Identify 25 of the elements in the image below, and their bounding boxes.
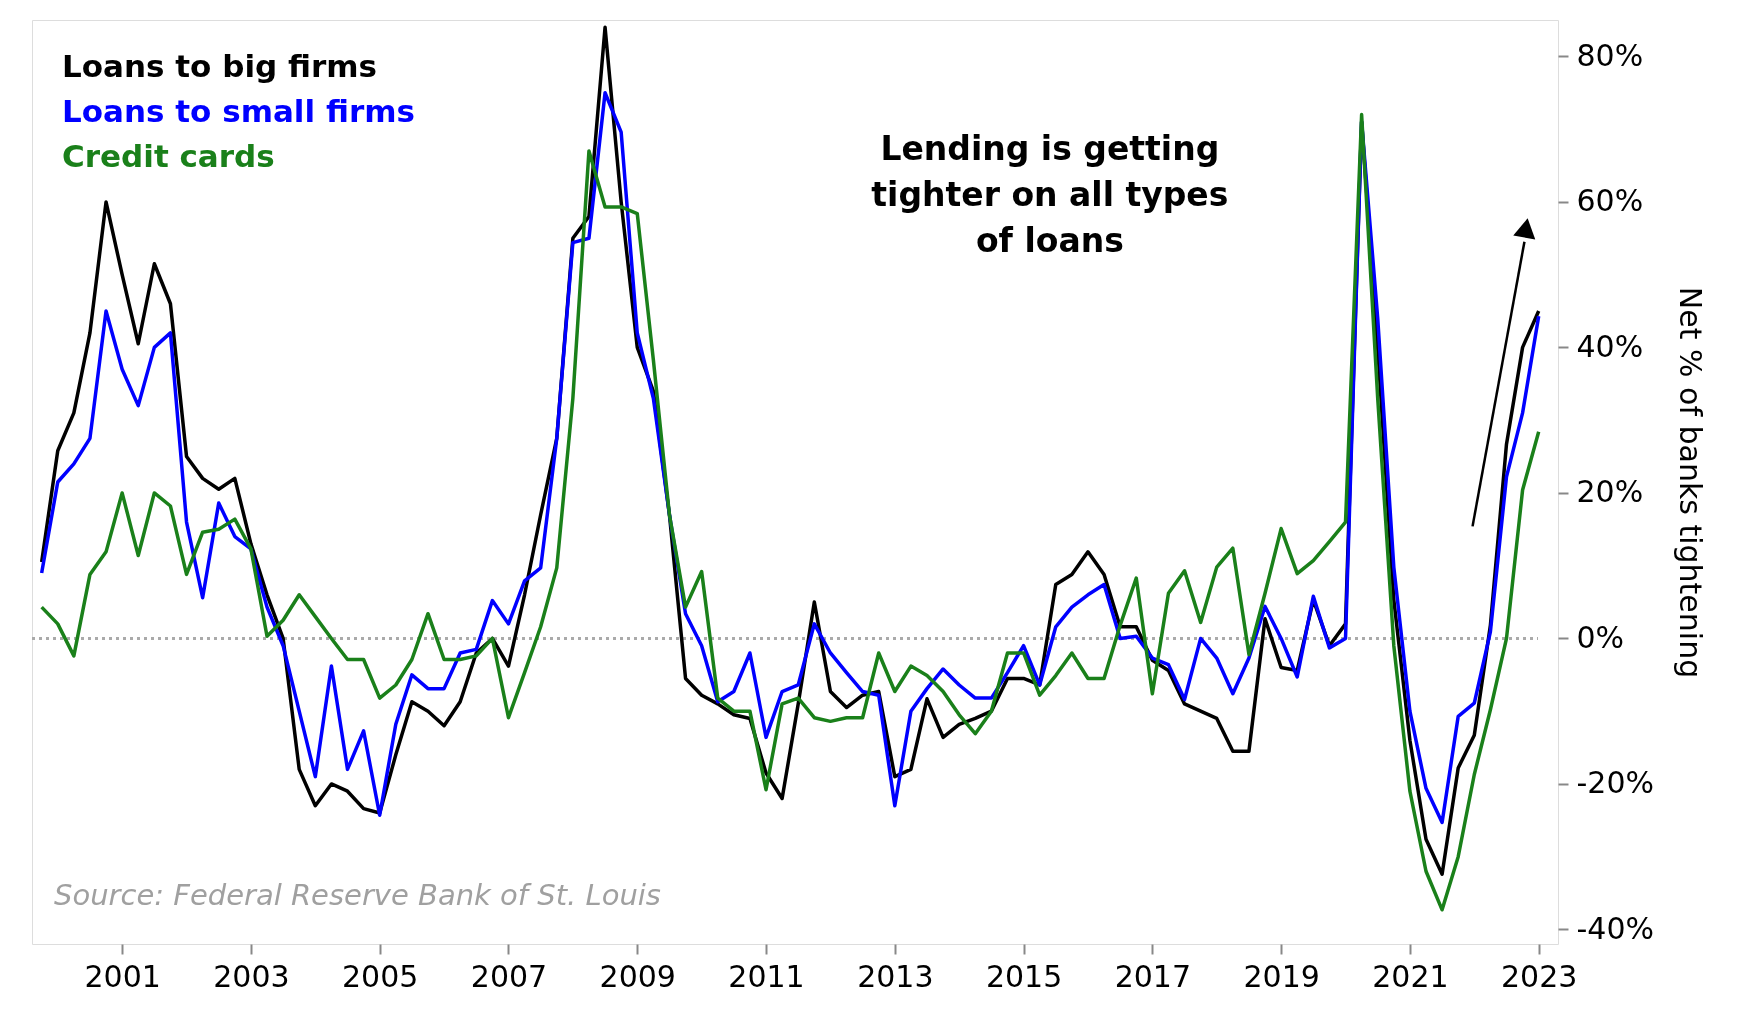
x-tick-label: 2019	[1243, 958, 1320, 994]
x-tick-label: 2001	[84, 958, 161, 994]
x-tick-label: 2023	[1501, 958, 1578, 994]
y-tick-label: 20%	[1576, 474, 1644, 510]
y-tick-label: 0%	[1576, 619, 1625, 655]
y-tick-label: -20%	[1576, 765, 1655, 801]
x-tick-label: 2017	[1114, 958, 1192, 994]
x-tick-label: 2007	[470, 958, 548, 994]
x-tick-label: 2021	[1372, 958, 1449, 994]
x-tick-label: 2013	[857, 958, 934, 994]
annotation: Lending is getting tighter on all types of loans	[871, 129, 1229, 261]
text: Loans to big firms	[62, 48, 378, 84]
y-tick-label: 40%	[1576, 328, 1644, 364]
text: Loans to small firms	[62, 93, 415, 129]
x-tick-label: 2011	[728, 958, 805, 994]
x-tick-label: 2015	[985, 958, 1063, 994]
text: Credit cards	[62, 138, 275, 174]
x-tick-label: 2005	[342, 958, 419, 994]
y-tick-label: 60%	[1576, 183, 1644, 219]
annotation: Source: Federal Reserve Bank of St. Louis	[54, 878, 661, 912]
y-axis-title: Net % of banks tightening	[1673, 286, 1708, 679]
x-tick-label: 2009	[599, 958, 676, 994]
y-tick-label: -40%	[1576, 910, 1655, 946]
y-tick-label: 80%	[1576, 37, 1644, 73]
x-tick-label: 2003	[213, 958, 290, 994]
